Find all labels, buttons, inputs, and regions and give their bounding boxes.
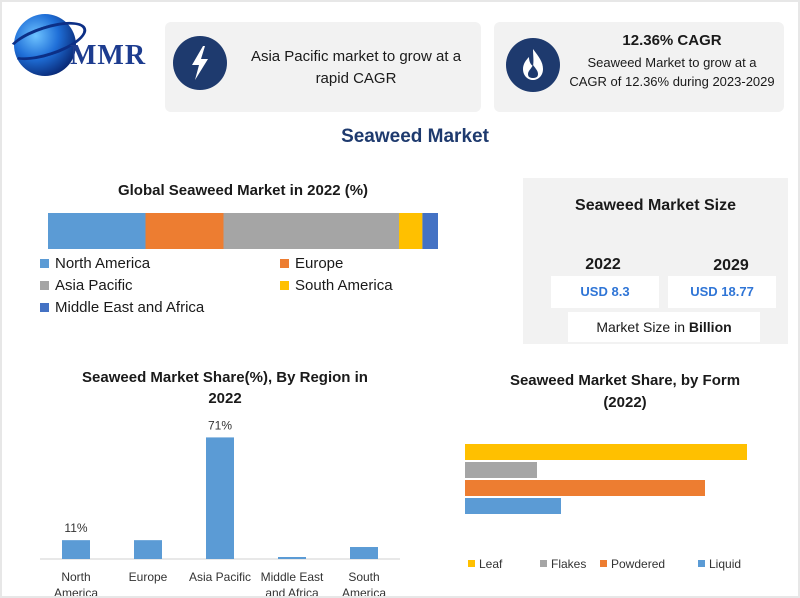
highlight-text: Asia Pacific market to grow at a rapid C… <box>250 48 462 87</box>
highlight-box-asia-pacific: Asia Pacific market to grow at a rapid C… <box>165 22 481 112</box>
region-chart-title-line2: 2022 <box>208 390 242 407</box>
highlight-box-cagr: 12.36% CAGR Seaweed Market to grow at a … <box>494 22 784 112</box>
stacked-chart-title: Global Seaweed Market in 2022 (%) <box>117 182 369 199</box>
legend-swatch <box>40 259 49 268</box>
value-2022-card: USD 8.3 <box>551 276 659 308</box>
form-legend-swatch <box>698 560 705 567</box>
legend-item: Europe <box>280 255 343 272</box>
year-2029-label: 2029 <box>713 257 749 274</box>
legend-label: South America <box>295 277 393 294</box>
flame-icon <box>506 38 560 92</box>
lightning-bolt-icon <box>173 36 227 90</box>
form-chart-title-line2: (2022) <box>603 394 647 411</box>
legend-swatch <box>280 281 289 290</box>
legend-swatch <box>280 259 289 268</box>
legend-swatch <box>40 303 49 312</box>
legend-label: Europe <box>295 255 344 272</box>
form-legend-swatch <box>600 560 607 567</box>
region-tick-label: and Africa <box>265 586 319 596</box>
region-bar-chart: 11% North America Europe 71% Asia Pacific Midd… <box>40 418 400 596</box>
region-bar <box>62 540 90 559</box>
stacked-bar-chart <box>48 213 438 249</box>
footer-prefix: Market Size in <box>596 319 689 335</box>
stacked-chart-legend: North America Asia Pacific Middle East and… <box>40 255 460 325</box>
legend-swatch <box>40 281 49 290</box>
value-2029-card: USD 18.77 <box>668 276 776 308</box>
form-bar-flakes <box>465 462 537 478</box>
footer-unit: Billion <box>688 319 732 335</box>
stacked-segment-middle-east-and-africa <box>422 213 438 249</box>
globe-logo-icon <box>14 14 76 76</box>
page-title: Seaweed Market <box>341 126 489 147</box>
form-legend-swatch <box>540 560 547 567</box>
region-bar <box>134 540 162 559</box>
legend-label: Asia Pacific <box>55 277 133 294</box>
form-bar-powdered <box>465 480 705 496</box>
region-data-label: 71% <box>208 418 232 432</box>
form-legend-label: Flakes <box>551 557 586 571</box>
form-legend-label: Powdered <box>611 557 665 571</box>
market-size-panel: Seaweed Market Size 2022 2029 USD 8.3 US… <box>523 178 788 344</box>
legend-item: Middle East and Africa <box>40 299 204 316</box>
region-tick-label: America <box>342 586 386 596</box>
region-tick-label: Asia Pacific <box>189 570 251 584</box>
legend-label: North America <box>55 255 151 272</box>
form-bar-liquid <box>465 498 561 514</box>
form-legend-label: Leaf <box>479 557 503 571</box>
market-size-title: Seaweed Market Size <box>575 197 736 214</box>
value-2022: USD 8.3 <box>580 284 630 299</box>
year-2022-label: 2022 <box>585 256 621 273</box>
legend-item: North America <box>40 255 150 272</box>
value-2029: USD 18.77 <box>690 284 754 299</box>
region-bar <box>206 437 234 559</box>
region-chart-title-line1: Seaweed Market Share(%), By Region in <box>82 369 368 386</box>
form-bar-chart: Leaf Flakes Powdered Liquid <box>465 444 747 571</box>
legend-label: Middle East and Africa <box>55 299 205 316</box>
legend-item: Asia Pacific <box>40 277 133 294</box>
region-chart-title: Seaweed Market Share(%), By Region in 20… <box>40 367 410 409</box>
region-tick-label: Europe <box>129 570 168 584</box>
market-size-footer: Market Size in Billion <box>568 312 760 342</box>
form-chart-title-line1: Seaweed Market Share, by Form <box>509 372 741 389</box>
region-bar <box>278 557 306 559</box>
cagr-text: Seaweed Market to grow at a CAGR of 12.3… <box>569 55 775 89</box>
stacked-segment-europe <box>145 213 224 249</box>
form-legend-swatch <box>468 560 475 567</box>
form-bar-leaf <box>465 444 747 460</box>
form-legend-label: Liquid <box>709 557 741 571</box>
region-bar <box>350 547 378 559</box>
region-tick-label: Middle East <box>261 570 324 584</box>
region-tick-label: South <box>348 570 379 584</box>
stacked-segment-asia-pacific <box>223 213 399 249</box>
stacked-segment-north-america <box>48 213 146 249</box>
cagr-heading: 12.36% CAGR <box>622 32 722 49</box>
legend-item: South America <box>280 277 393 294</box>
stacked-segment-south-america <box>399 213 423 249</box>
region-data-label: 11% <box>64 521 87 535</box>
form-chart-title: Seaweed Market Share, by Form (2022) <box>470 370 780 414</box>
region-tick-label: North <box>61 570 90 584</box>
logo-text: MMR <box>70 40 147 71</box>
region-tick-label: America <box>54 586 98 596</box>
